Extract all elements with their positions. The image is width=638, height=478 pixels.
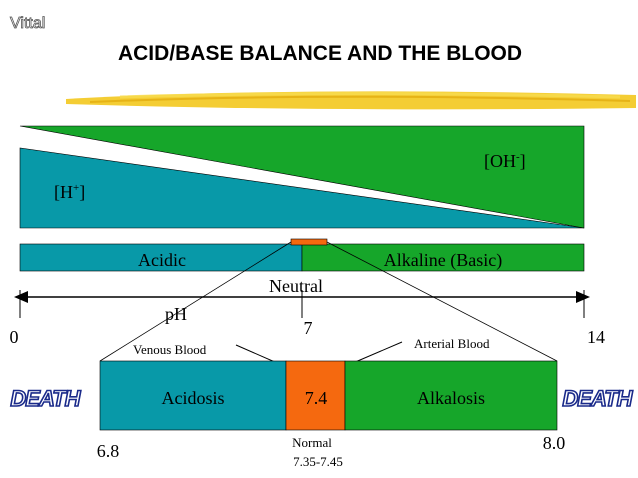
author-tag: Vittal xyxy=(10,15,45,32)
alkalosis-segment xyxy=(344,360,558,431)
acidosis-label: Acidosis xyxy=(162,388,225,408)
alkalosis-label: Alkalosis xyxy=(417,388,485,408)
normal-ph-value: 7.4 xyxy=(305,388,328,408)
death-label-left: DEATH xyxy=(10,386,81,411)
normal-segment xyxy=(285,360,346,431)
blood-low-label: 6.8 xyxy=(97,441,120,461)
hydrogen-wedge xyxy=(19,147,585,229)
acidosis-segment xyxy=(99,360,287,431)
hydrogen-ion-label: [H+] xyxy=(54,182,85,202)
ph-label: pH xyxy=(165,304,187,324)
ph-axis xyxy=(14,290,590,318)
hydroxide-ion-label: [OH-] xyxy=(484,151,526,171)
hydroxide-wedge xyxy=(19,125,585,229)
highlighter-stroke xyxy=(66,91,636,110)
ph-max-label: 14 xyxy=(587,327,605,347)
alkaline-bar xyxy=(301,243,585,272)
neutral-label: Neutral xyxy=(269,276,323,296)
blood-high-label: 8.0 xyxy=(543,433,566,453)
acidic-label: Acidic xyxy=(138,250,186,270)
blood-range-marker xyxy=(290,238,328,246)
zoom-line-left xyxy=(99,241,292,362)
arterial-blood-label: Arterial Blood xyxy=(414,336,490,351)
ph-min-label: 0 xyxy=(10,327,19,347)
death-label-right: DEATH xyxy=(562,386,633,411)
alkaline-label: Alkaline (Basic) xyxy=(384,250,502,271)
zoom-line-right xyxy=(326,241,558,362)
normal-range-label: 7.35-7.45 xyxy=(293,454,343,469)
ph-mid-label: 7 xyxy=(304,318,313,338)
acidic-bar xyxy=(19,243,303,272)
venous-blood-label: Venous Blood xyxy=(133,342,207,357)
slide-title: ACID/BASE BALANCE AND THE BLOOD xyxy=(118,42,522,65)
normal-label: Normal xyxy=(292,435,332,450)
